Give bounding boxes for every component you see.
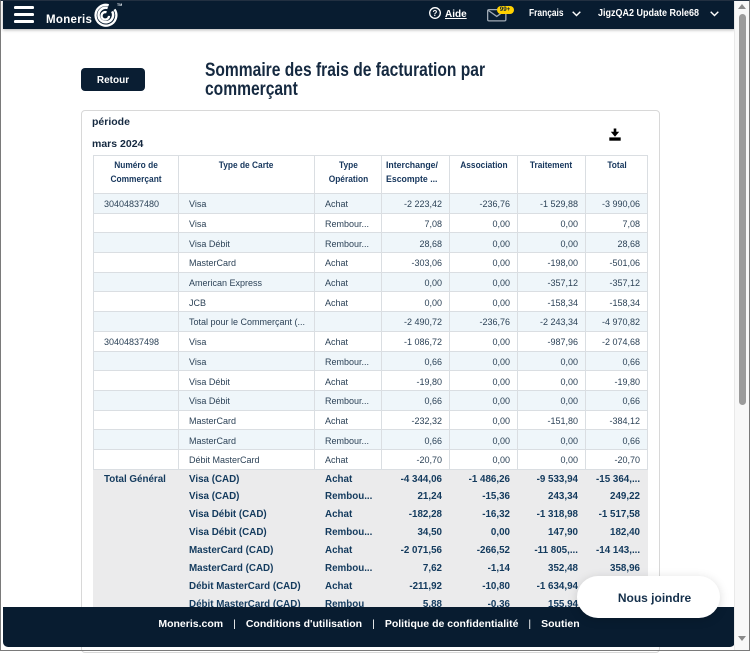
svg-text:?: ? (433, 9, 438, 18)
